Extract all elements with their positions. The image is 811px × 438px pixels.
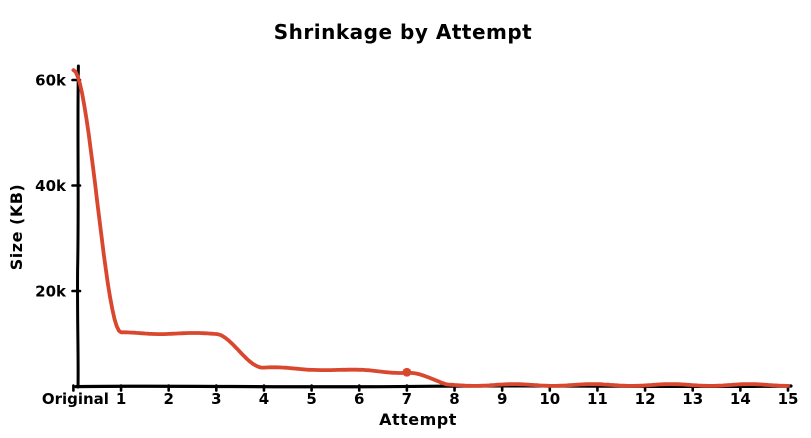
x-tick-label: 10 (539, 390, 560, 408)
x-tick-label: 9 (497, 390, 507, 408)
y-tick-group: 60k 40k 20k (35, 72, 82, 301)
x-tick-label: 15 (778, 390, 799, 408)
x-tick-label: 14 (730, 390, 751, 408)
x-tick-label: 1 (116, 390, 126, 408)
plot-area (71, 68, 790, 388)
y-tick-label: 60k (35, 72, 67, 90)
y-axis-label: Size (KB) (7, 184, 26, 270)
axes (74, 64, 793, 389)
x-tick-label: Original (42, 390, 109, 408)
x-tick-label: 3 (211, 390, 221, 408)
data-line (71, 68, 790, 388)
x-tick-label: 6 (354, 390, 364, 408)
x-tick-group: Original 1 2 3 4 5 6 7 8 9 10 11 12 13 14 15 (42, 384, 799, 408)
data-point-marker (402, 367, 412, 377)
x-tick-label: 4 (259, 390, 269, 408)
x-tick-label: 8 (449, 390, 459, 408)
x-axis-label: Attempt (379, 410, 457, 429)
x-tick-label: 7 (402, 390, 412, 408)
y-axis-line (76, 64, 80, 389)
x-tick-label: 11 (587, 390, 608, 408)
y-tick-label: 20k (35, 283, 67, 301)
x-tick-label: 2 (163, 390, 173, 408)
chart-title: Shrinkage by Attempt (274, 20, 532, 44)
y-tick-label: 40k (35, 177, 67, 195)
x-tick-label: 13 (682, 390, 703, 408)
x-tick-label: 12 (635, 390, 656, 408)
x-axis-line (74, 384, 793, 389)
x-tick-label: 5 (306, 390, 316, 408)
